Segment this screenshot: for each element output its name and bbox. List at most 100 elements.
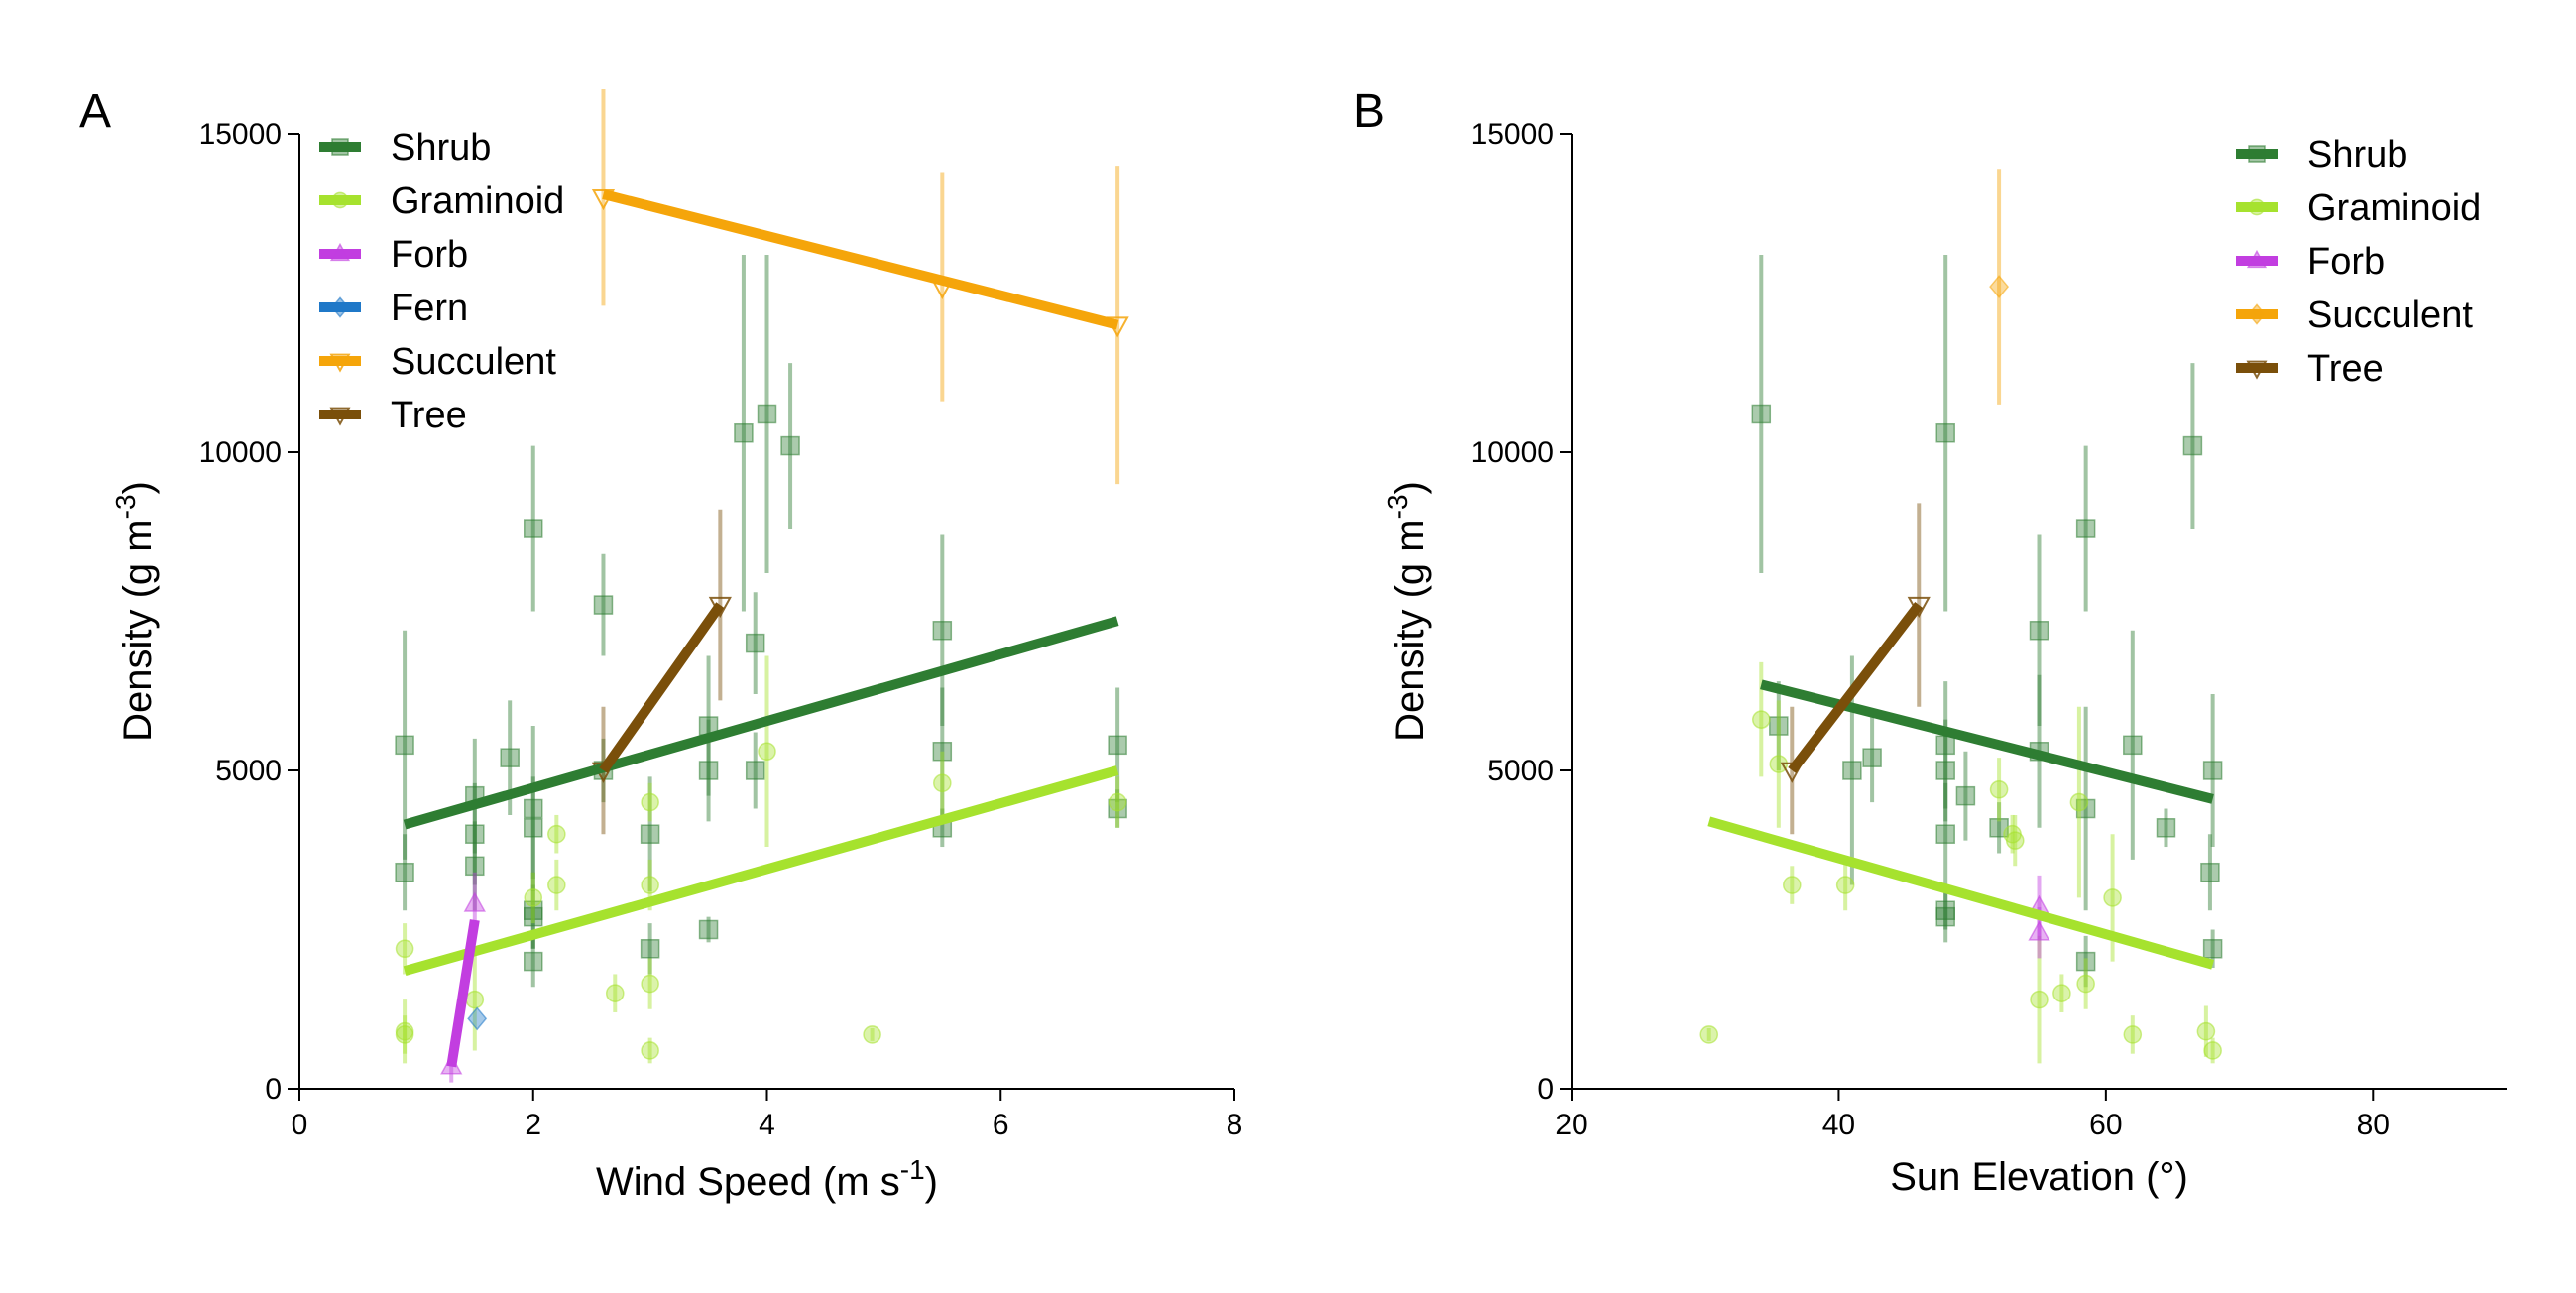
- x-tick-label: 0: [292, 1109, 308, 1141]
- data-point-forb: [2028, 920, 2050, 941]
- legend-marker-fern: [331, 296, 349, 318]
- data-point-shrub: [1935, 824, 1955, 844]
- data-point-graminoid: [758, 742, 776, 762]
- legend-label-succulent: Succulent: [2307, 294, 2473, 336]
- legend-marker-shrub: [331, 138, 349, 156]
- data-point-shrub: [640, 824, 660, 844]
- data-point-shrub: [745, 633, 765, 653]
- data-point-shrub: [780, 435, 800, 456]
- y-tick-label: 10000: [1471, 436, 1554, 469]
- data-point-graminoid: [863, 1025, 881, 1044]
- data-point-shrub: [2075, 798, 2096, 819]
- data-point-graminoid: [2203, 1041, 2222, 1060]
- y-tick-label: 0: [1537, 1073, 1554, 1106]
- fit-line-tree: [599, 602, 725, 773]
- legend-label-tree: Tree: [2307, 348, 2384, 390]
- data-point-graminoid: [2052, 984, 2071, 1003]
- data-point-shrub: [757, 404, 777, 424]
- legend: Shrub Graminoid Forb Fern Succulent Tree: [319, 127, 564, 436]
- data-point-shrub: [395, 735, 414, 756]
- data-point-shrub: [465, 824, 485, 844]
- legend-marker-succulent: [329, 353, 351, 373]
- x-tick-label: 60: [2089, 1109, 2122, 1141]
- data-point-shrub: [932, 621, 953, 641]
- y-tick-label: 5000: [1487, 755, 1554, 787]
- data-point-shrub: [698, 919, 719, 940]
- data-point-graminoid: [2030, 990, 2049, 1009]
- fit-line-shrub: [403, 616, 1119, 830]
- data-points: [1699, 169, 2223, 1064]
- data-point-shrub: [524, 798, 543, 819]
- data-point-graminoid: [2196, 1021, 2216, 1041]
- y-tick-label: 10000: [199, 436, 282, 469]
- x-tick-label: 80: [2357, 1109, 2390, 1141]
- x-tick-label: 40: [1822, 1109, 1855, 1141]
- data-point-graminoid: [641, 876, 659, 894]
- data-point-shrub: [2200, 862, 2220, 882]
- data-point-graminoid: [2005, 831, 2025, 850]
- data-point-shrub: [1935, 761, 1955, 780]
- data-point-shrub: [1935, 422, 1955, 443]
- data-point-graminoid: [641, 1041, 659, 1060]
- y-tick-label: 0: [265, 1073, 282, 1106]
- legend: Shrub Graminoid Forb Succulent Tree: [2236, 134, 2481, 390]
- legend-marker-forb: [2246, 249, 2268, 269]
- data-point-graminoid: [1751, 710, 1771, 729]
- legend-marker-forb: [329, 242, 351, 262]
- x-tick-label: 2: [525, 1109, 541, 1141]
- data-point-shrub: [2202, 939, 2223, 959]
- panel-label: A: [79, 85, 111, 138]
- x-axis-title: Wind Speed (m s-1): [596, 1154, 938, 1204]
- data-point-succulent: [1989, 275, 2010, 299]
- legend-marker-graminoid: [331, 191, 349, 209]
- legend-label-shrub: Shrub: [391, 127, 491, 169]
- data-point-graminoid: [465, 990, 485, 1009]
- data-point-shrub: [932, 741, 953, 762]
- data-point-shrub: [524, 906, 543, 927]
- data-point-shrub: [500, 748, 520, 767]
- x-tick-label: 20: [1555, 1109, 1587, 1141]
- fit-lines: [1707, 602, 2214, 970]
- data-point-shrub: [1751, 404, 1772, 424]
- data-point-graminoid: [395, 939, 414, 959]
- data-point-shrub: [1769, 716, 1789, 736]
- data-point-graminoid: [1782, 876, 1802, 894]
- legend-label-succulent: Succulent: [391, 341, 556, 383]
- data-point-shrub: [1935, 906, 1955, 927]
- legend-label-graminoid: Graminoid: [391, 180, 564, 222]
- data-point-graminoid: [547, 876, 566, 894]
- data-point-shrub: [524, 818, 543, 838]
- fit-line-graminoid: [1707, 816, 2214, 970]
- data-point-shrub: [2075, 951, 2096, 972]
- y-axis-title: Density (g m-3): [1382, 481, 1432, 742]
- fit-line-graminoid: [403, 765, 1119, 977]
- data-point-graminoid: [2069, 792, 2089, 812]
- y-axis-title: Density (g m-3): [110, 481, 160, 742]
- data-point-graminoid: [1108, 792, 1127, 812]
- data-point-shrub: [1842, 761, 1862, 780]
- data-point-shrub: [734, 422, 754, 443]
- data-point-shrub: [2156, 818, 2176, 838]
- legend-marker-succulent: [2248, 303, 2266, 325]
- x-tick-label: 4: [759, 1109, 775, 1141]
- data-point-shrub: [2202, 761, 2223, 780]
- data-point-shrub: [1108, 735, 1127, 756]
- x-tick-label: 8: [1227, 1109, 1243, 1141]
- y-tick-label: 15000: [199, 118, 282, 151]
- x-axis-title: Sun Elevation (°): [1890, 1155, 2188, 1199]
- data-point-shrub: [2182, 435, 2203, 456]
- data-point-shrub: [1108, 798, 1127, 819]
- legend-label-shrub: Shrub: [2307, 134, 2407, 176]
- data-point-shrub: [465, 856, 485, 877]
- y-tick-label: 5000: [215, 755, 282, 787]
- data-point-shrub: [1955, 785, 1976, 806]
- data-point-fern: [467, 1006, 488, 1031]
- x-tick-label: 6: [993, 1109, 1009, 1141]
- data-point-graminoid: [641, 792, 659, 812]
- data-point-shrub: [1862, 748, 1882, 767]
- data-point-graminoid: [1835, 876, 1855, 894]
- data-point-forb: [463, 891, 486, 912]
- fit-line-tree: [1788, 602, 1924, 774]
- data-point-graminoid: [395, 1025, 414, 1044]
- data-point-graminoid: [2076, 974, 2095, 994]
